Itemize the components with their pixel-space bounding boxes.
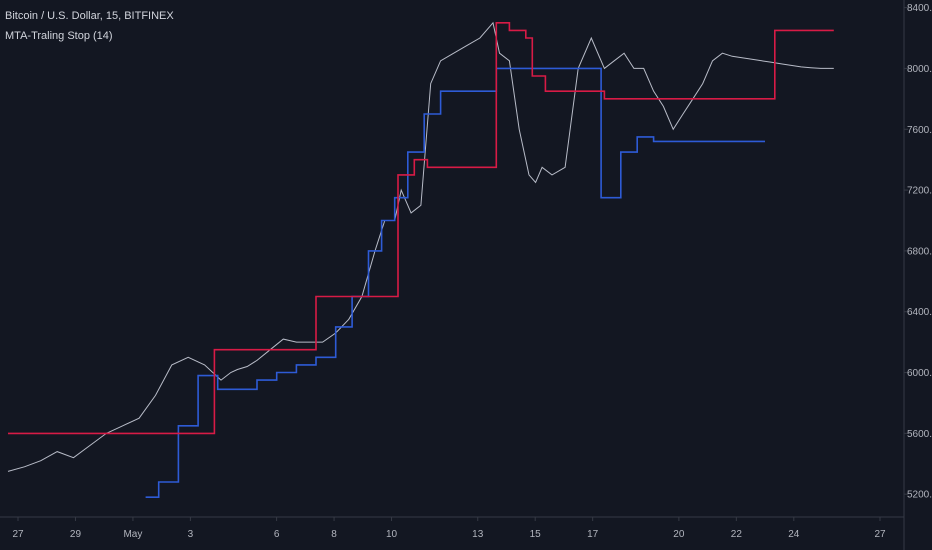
y-tick-label: 5600.0 [907, 429, 932, 440]
x-tick-label: 24 [788, 529, 800, 540]
price-axis[interactable]: 8400.0 8000.0 7600.0 7200.0 6800.0 6400.0 6000… [904, 3, 932, 501]
trailing-stop-long-line[interactable] [145, 67, 765, 498]
price-line[interactable] [7, 21, 834, 472]
x-tick-label: 17 [587, 529, 599, 540]
trailing-stop-short-line[interactable] [8, 22, 834, 435]
y-tick-label: 8000.0 [907, 64, 932, 75]
plot-area[interactable] [7, 21, 834, 498]
y-tick-label: 7200.0 [907, 186, 932, 197]
y-tick-label: 7600.0 [907, 125, 932, 136]
y-tick-label: 5200.0 [907, 490, 932, 501]
y-tick-label: 8400.0 [907, 3, 932, 14]
indicator-title[interactable]: MTA-Traling Stop (14) [5, 30, 113, 42]
x-tick-label: 3 [188, 529, 194, 540]
time-axis[interactable]: 27 29 May 3 6 8 10 13 15 17 20 22 24 27 [12, 517, 886, 540]
x-tick-label: 29 [70, 529, 82, 540]
x-tick-label: 20 [673, 529, 685, 540]
x-tick-label: 8 [331, 529, 337, 540]
x-tick-label: 27 [874, 529, 886, 540]
chart-legend: Bitcoin / U.S. Dollar, 15, BITFINEX MTA-… [5, 6, 174, 46]
x-tick-label: 22 [731, 529, 743, 540]
y-tick-label: 6000.0 [907, 368, 932, 379]
y-tick-label: 6400.0 [907, 307, 932, 318]
x-tick-label: May [123, 529, 142, 540]
x-tick-label: 27 [12, 529, 24, 540]
x-tick-label: 15 [530, 529, 542, 540]
symbol-title[interactable]: Bitcoin / U.S. Dollar, 15, BITFINEX [5, 10, 174, 22]
x-tick-label: 13 [472, 529, 484, 540]
x-tick-label: 6 [274, 529, 280, 540]
y-tick-label: 6800.0 [907, 246, 932, 257]
x-tick-label: 10 [386, 529, 398, 540]
